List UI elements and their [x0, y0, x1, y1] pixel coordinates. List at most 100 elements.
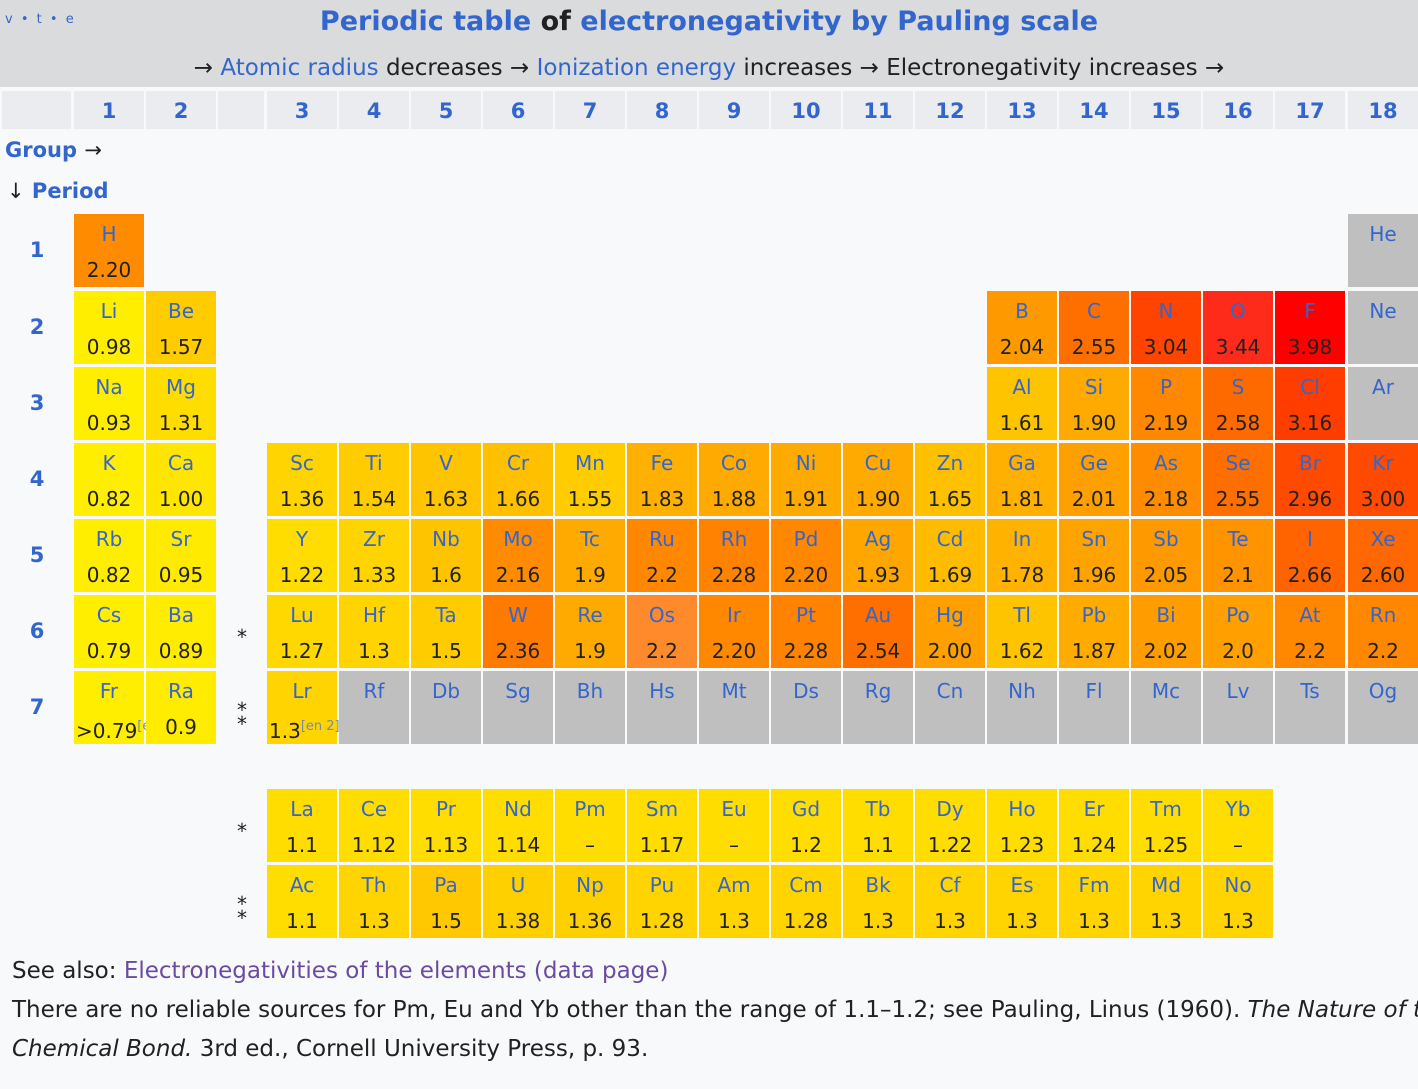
element-cell-ac[interactable]: Ac 1.1: [267, 865, 337, 938]
element-cell-no[interactable]: No 1.3: [1203, 865, 1273, 938]
element-cell-mc[interactable]: Mc: [1131, 671, 1201, 744]
element-symbol[interactable]: Cr: [506, 451, 530, 475]
element-symbol[interactable]: Se: [1225, 451, 1251, 475]
element-cell-w[interactable]: W 2.36: [483, 595, 553, 668]
period-number-2[interactable]: 2: [29, 315, 45, 339]
element-symbol[interactable]: B: [1015, 299, 1029, 323]
element-cell-ce[interactable]: Ce 1.12: [339, 789, 409, 862]
group-header-14[interactable]: 14: [1059, 91, 1129, 129]
element-cell-es[interactable]: Es 1.3: [987, 865, 1057, 938]
element-symbol[interactable]: C: [1087, 299, 1101, 323]
element-cell-mo[interactable]: Mo 2.16: [483, 519, 553, 592]
element-cell-n[interactable]: N 3.04: [1131, 291, 1201, 364]
element-cell-pd[interactable]: Pd 2.20: [771, 519, 841, 592]
element-symbol[interactable]: Gd: [791, 797, 821, 821]
element-symbol[interactable]: Pa: [434, 873, 458, 897]
element-cell-md[interactable]: Md 1.3: [1131, 865, 1201, 938]
element-cell-th[interactable]: Th 1.3: [339, 865, 409, 938]
period-number-5[interactable]: 5: [29, 543, 45, 567]
element-cell-b[interactable]: B 2.04: [987, 291, 1057, 364]
element-symbol[interactable]: In: [1012, 527, 1032, 551]
element-symbol[interactable]: He: [1369, 222, 1397, 246]
element-symbol[interactable]: Eu: [721, 797, 747, 821]
element-cell-rn[interactable]: Rn 2.2: [1348, 595, 1418, 668]
element-cell-bh[interactable]: Bh: [555, 671, 625, 744]
group-header-8[interactable]: 8: [627, 91, 697, 129]
element-cell-sg[interactable]: Sg: [483, 671, 553, 744]
element-symbol[interactable]: Pu: [649, 873, 675, 897]
element-symbol[interactable]: Lr: [292, 679, 312, 703]
element-cell-cd[interactable]: Cd 1.69: [915, 519, 985, 592]
element-cell-ca[interactable]: Ca 1.00: [146, 443, 216, 516]
period-number-1[interactable]: 1: [29, 238, 45, 262]
element-symbol[interactable]: Bi: [1156, 603, 1176, 627]
electronegativity-link[interactable]: electronegativity by Pauling scale: [580, 6, 1099, 37]
element-cell-np[interactable]: Np 1.36: [555, 865, 625, 938]
element-symbol[interactable]: I: [1307, 527, 1313, 551]
element-symbol[interactable]: Cu: [864, 451, 892, 475]
element-symbol[interactable]: Rn: [1369, 603, 1397, 627]
element-symbol[interactable]: Zn: [936, 451, 964, 475]
element-cell-c[interactable]: C 2.55: [1059, 291, 1129, 364]
element-symbol[interactable]: Ac: [289, 873, 315, 897]
element-symbol[interactable]: Sn: [1081, 527, 1107, 551]
element-symbol[interactable]: Th: [361, 873, 387, 897]
element-symbol[interactable]: Ge: [1080, 451, 1108, 475]
element-symbol[interactable]: Fl: [1085, 679, 1103, 703]
element-cell-cm[interactable]: Cm 1.28: [771, 865, 841, 938]
element-symbol[interactable]: Kr: [1372, 451, 1394, 475]
element-cell-mn[interactable]: Mn 1.55: [555, 443, 625, 516]
element-cell-rg[interactable]: Rg: [843, 671, 913, 744]
periodic-table-link[interactable]: Periodic table: [319, 6, 532, 37]
element-cell-h[interactable]: H 2.20: [74, 214, 144, 287]
element-symbol[interactable]: Bk: [865, 873, 891, 897]
element-symbol[interactable]: Ni: [795, 451, 817, 475]
element-cell-bk[interactable]: Bk 1.3: [843, 865, 913, 938]
element-symbol[interactable]: S: [1231, 375, 1245, 399]
element-symbol[interactable]: Dy: [936, 797, 964, 821]
element-cell-nd[interactable]: Nd 1.14: [483, 789, 553, 862]
element-cell-ga[interactable]: Ga 1.81: [987, 443, 1057, 516]
element-symbol[interactable]: Db: [431, 679, 461, 703]
element-symbol[interactable]: Cf: [939, 873, 961, 897]
element-cell-as[interactable]: As 2.18: [1131, 443, 1201, 516]
element-cell-p[interactable]: P 2.19: [1131, 367, 1201, 440]
element-cell-og[interactable]: Og: [1348, 671, 1418, 744]
element-cell-mg[interactable]: Mg 1.31: [146, 367, 216, 440]
element-symbol[interactable]: Lu: [290, 603, 314, 627]
element-cell-bi[interactable]: Bi 2.02: [1131, 595, 1201, 668]
element-symbol[interactable]: Na: [95, 375, 123, 399]
element-symbol[interactable]: Tb: [865, 797, 891, 821]
element-cell-zr[interactable]: Zr 1.33: [339, 519, 409, 592]
element-cell-s[interactable]: S 2.58: [1203, 367, 1273, 440]
element-symbol[interactable]: Mg: [166, 375, 196, 399]
period-number-7[interactable]: 7: [29, 695, 45, 719]
element-symbol[interactable]: Ts: [1300, 679, 1320, 703]
element-cell-pb[interactable]: Pb 1.87: [1059, 595, 1129, 668]
element-symbol[interactable]: W: [508, 603, 528, 627]
element-cell-lu[interactable]: Lu 1.27: [267, 595, 337, 668]
element-symbol[interactable]: Br: [1299, 451, 1321, 475]
element-symbol[interactable]: As: [1153, 451, 1179, 475]
element-cell-dy[interactable]: Dy 1.22: [915, 789, 985, 862]
element-symbol[interactable]: Rb: [95, 527, 123, 551]
element-cell-lr[interactable]: Lr 1.3[en 2]: [267, 671, 340, 744]
element-cell-k[interactable]: K 0.82: [74, 443, 144, 516]
element-symbol[interactable]: N: [1158, 299, 1174, 323]
element-cell-li[interactable]: Li 0.98: [74, 291, 144, 364]
element-symbol[interactable]: Pb: [1081, 603, 1107, 627]
element-cell-hs[interactable]: Hs: [627, 671, 697, 744]
element-cell-fe[interactable]: Fe 1.83: [627, 443, 697, 516]
element-cell-tc[interactable]: Tc 1.9: [555, 519, 625, 592]
element-symbol[interactable]: Po: [1226, 603, 1250, 627]
element-cell-sc[interactable]: Sc 1.36: [267, 443, 337, 516]
group-header-16[interactable]: 16: [1203, 91, 1273, 129]
group-header-7[interactable]: 7: [555, 91, 625, 129]
element-cell-f[interactable]: F 3.98: [1275, 291, 1345, 364]
element-cell-gd[interactable]: Gd 1.2: [771, 789, 841, 862]
element-cell-ts[interactable]: Ts: [1275, 671, 1345, 744]
element-symbol[interactable]: Nd: [504, 797, 532, 821]
element-cell-cf[interactable]: Cf 1.3: [915, 865, 985, 938]
element-cell-sr[interactable]: Sr 0.95: [146, 519, 216, 592]
element-cell-la[interactable]: La 1.1: [267, 789, 337, 862]
